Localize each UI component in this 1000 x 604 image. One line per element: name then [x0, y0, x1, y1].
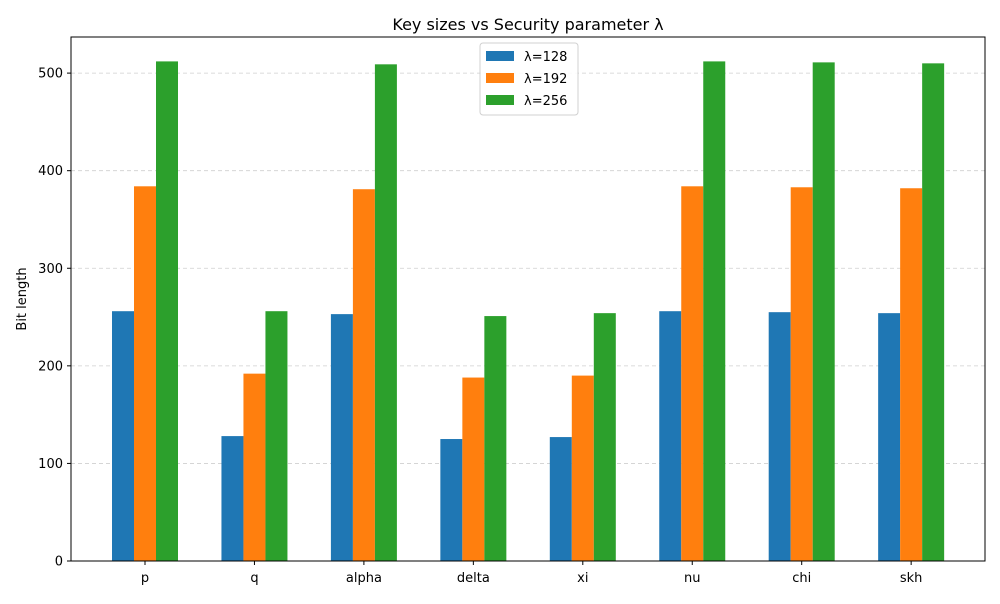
bar-nu-3: [703, 61, 726, 562]
legend-label: λ=256: [524, 94, 567, 109]
y-axis-title: Bit length: [15, 267, 30, 330]
bar-p-2: [134, 186, 156, 562]
bar-delta-3: [484, 316, 507, 561]
x-tick-label: q: [250, 571, 258, 586]
bar-delta-1: [440, 439, 463, 561]
x-tick-label: delta: [457, 571, 490, 586]
y-tick-label: 0: [55, 555, 63, 570]
y-tick-label: 200: [38, 359, 63, 374]
bar-q-1: [221, 436, 244, 561]
bar-skh-1: [878, 313, 901, 561]
y-tick-label: 300: [38, 262, 63, 277]
bar-skh-3: [922, 63, 945, 561]
legend-swatch: [486, 73, 514, 83]
legend-swatch: [486, 95, 514, 105]
x-tick-label: p: [141, 571, 149, 586]
bar-alpha-3: [374, 64, 397, 562]
bar-chi-1: [768, 312, 791, 561]
bar-p-1: [112, 311, 134, 561]
y-tick-label: 500: [38, 67, 63, 82]
bar-alpha-2: [352, 189, 375, 562]
legend-label: λ=192: [524, 72, 567, 87]
bars: [112, 61, 945, 562]
bar-xi-2: [571, 375, 594, 561]
x-tick-label: nu: [684, 571, 700, 586]
chart-title: Key sizes vs Security parameter λ: [392, 15, 663, 34]
bar-p-3: [156, 61, 178, 562]
bar-xi-1: [549, 437, 572, 561]
x-tick-label: chi: [792, 571, 811, 586]
x-tick-label: xi: [577, 571, 588, 586]
y-tick-label: 100: [38, 457, 63, 472]
bar-nu-1: [659, 311, 682, 561]
bar-delta-2: [462, 377, 485, 561]
bar-alpha-1: [330, 314, 353, 561]
axes: 0 100 200 300 400 500 p q alpha delta xi nu chi skh: [38, 36, 986, 586]
bar-chi-3: [812, 62, 835, 562]
x-tick-label: alpha: [346, 571, 382, 586]
bar-xi-3: [593, 313, 616, 561]
y-tick-label: 400: [38, 164, 63, 179]
bar-q-2: [243, 373, 266, 561]
plot-frame: [70, 36, 986, 562]
x-tick-label: skh: [900, 571, 923, 586]
bar-chi-2: [790, 187, 813, 561]
bar-nu-2: [681, 186, 704, 562]
legend-swatch: [486, 51, 514, 61]
bar-skh-2: [900, 188, 923, 561]
legend: λ=128 λ=192 λ=256: [479, 42, 579, 116]
bar-q-3: [265, 311, 288, 561]
legend-label: λ=128: [524, 50, 567, 65]
grid-lines: [71, 72, 985, 562]
